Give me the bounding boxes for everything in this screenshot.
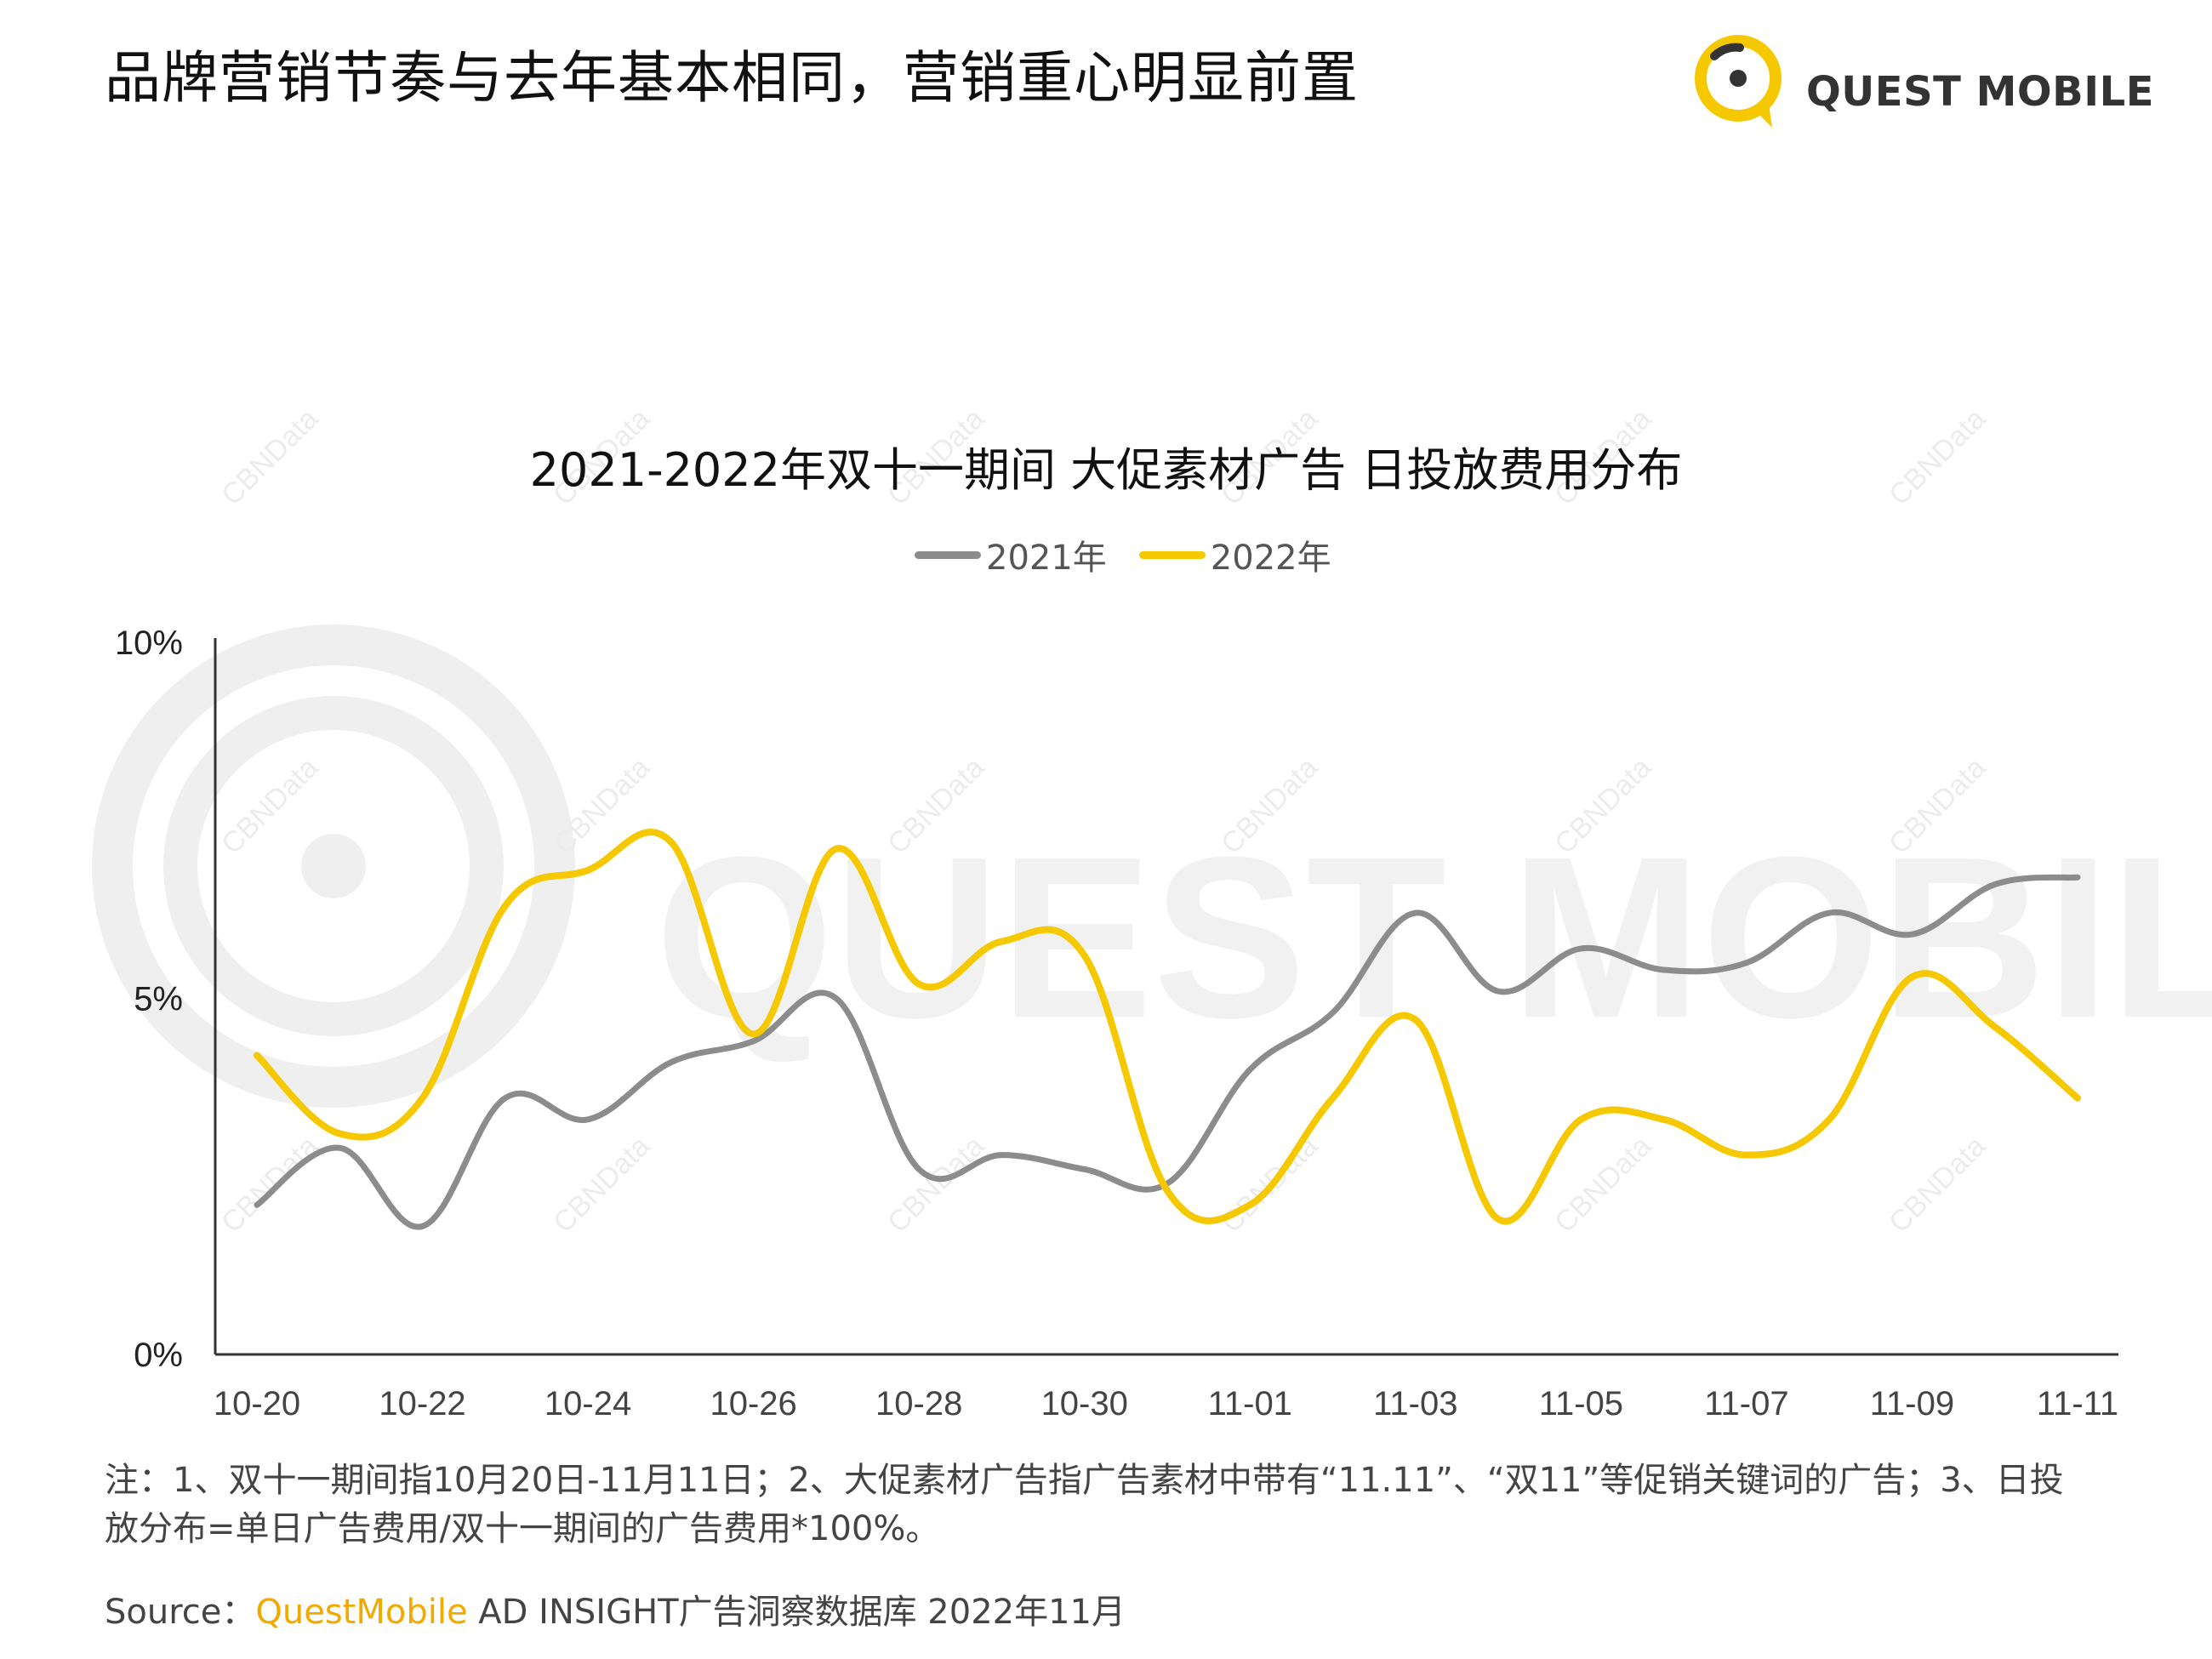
y-tick-label: 0%: [134, 1337, 183, 1374]
x-tick-label: 11-11: [2037, 1385, 2118, 1422]
x-tick-label: 11-09: [1870, 1385, 1954, 1422]
x-tick-label: 11-07: [1704, 1385, 1788, 1422]
chart-labels: 0% 5% 10% 10-20 10-22 10-24 10-26 10-28 10-30 11-…: [115, 624, 2118, 1422]
logo-wordmark: QUEST MOBILE: [1806, 68, 2154, 116]
brand-logo: QUEST MOBILE: [1680, 26, 2153, 136]
x-tick-label: 10-26: [710, 1385, 796, 1422]
page-headline: 品牌营销节奏与去年基本相同，营销重心明显前置: [105, 45, 1359, 111]
x-tick-label: 10-22: [379, 1385, 465, 1422]
x-tick-label: 10-30: [1041, 1385, 1128, 1422]
x-tick-label: 11-01: [1208, 1385, 1292, 1422]
legend-swatch-2021: [915, 550, 981, 559]
chart-title: 2021-2022年双十一期间 大促素材广告 日投放费用分布: [529, 443, 1683, 497]
x-tick-label: 11-05: [1539, 1385, 1623, 1422]
quest-mobile-logo-icon: [1695, 35, 1782, 128]
watermark-logo-icon: [92, 624, 575, 1108]
series-line-2021: [254, 874, 2081, 1230]
y-tick-label: 5%: [134, 981, 183, 1018]
legend-item-2021: 2021年: [915, 530, 1107, 579]
source-line: Source：QuestMobile AD INSIGHT广告洞察数据库 202…: [105, 1584, 1126, 1633]
x-tick-label: 10-20: [214, 1385, 300, 1422]
x-tick-label: 10-28: [875, 1385, 962, 1422]
y-tick-label: 10%: [115, 624, 183, 662]
chart-series: [254, 829, 2081, 1230]
legend-label-2022: 2022年: [1210, 539, 1331, 578]
source-rest: AD INSIGHT广告洞察数据库 2022年11月: [467, 1593, 1126, 1632]
chart-legend: 2021年 2022年: [915, 529, 1331, 580]
x-tick-label: 10-24: [544, 1385, 631, 1422]
footnote: 注：1、双十一期间指10月20日-11月11日；2、大促素材广告指广告素材中带有…: [105, 1461, 2064, 1548]
series-line-2022: [254, 829, 2081, 1225]
watermark-big-text: QUEST MOBILE: [655, 810, 2212, 1066]
x-tick-label: 11-03: [1373, 1385, 1457, 1422]
source-label: Source：: [105, 1593, 256, 1632]
legend-item-2022: 2022年: [1138, 530, 1331, 579]
source-brand: QuestMobile: [255, 1593, 468, 1632]
legend-swatch-2022: [1138, 550, 1206, 559]
chart-axes: [214, 638, 2118, 1356]
legend-label-2021: 2021年: [986, 539, 1107, 578]
